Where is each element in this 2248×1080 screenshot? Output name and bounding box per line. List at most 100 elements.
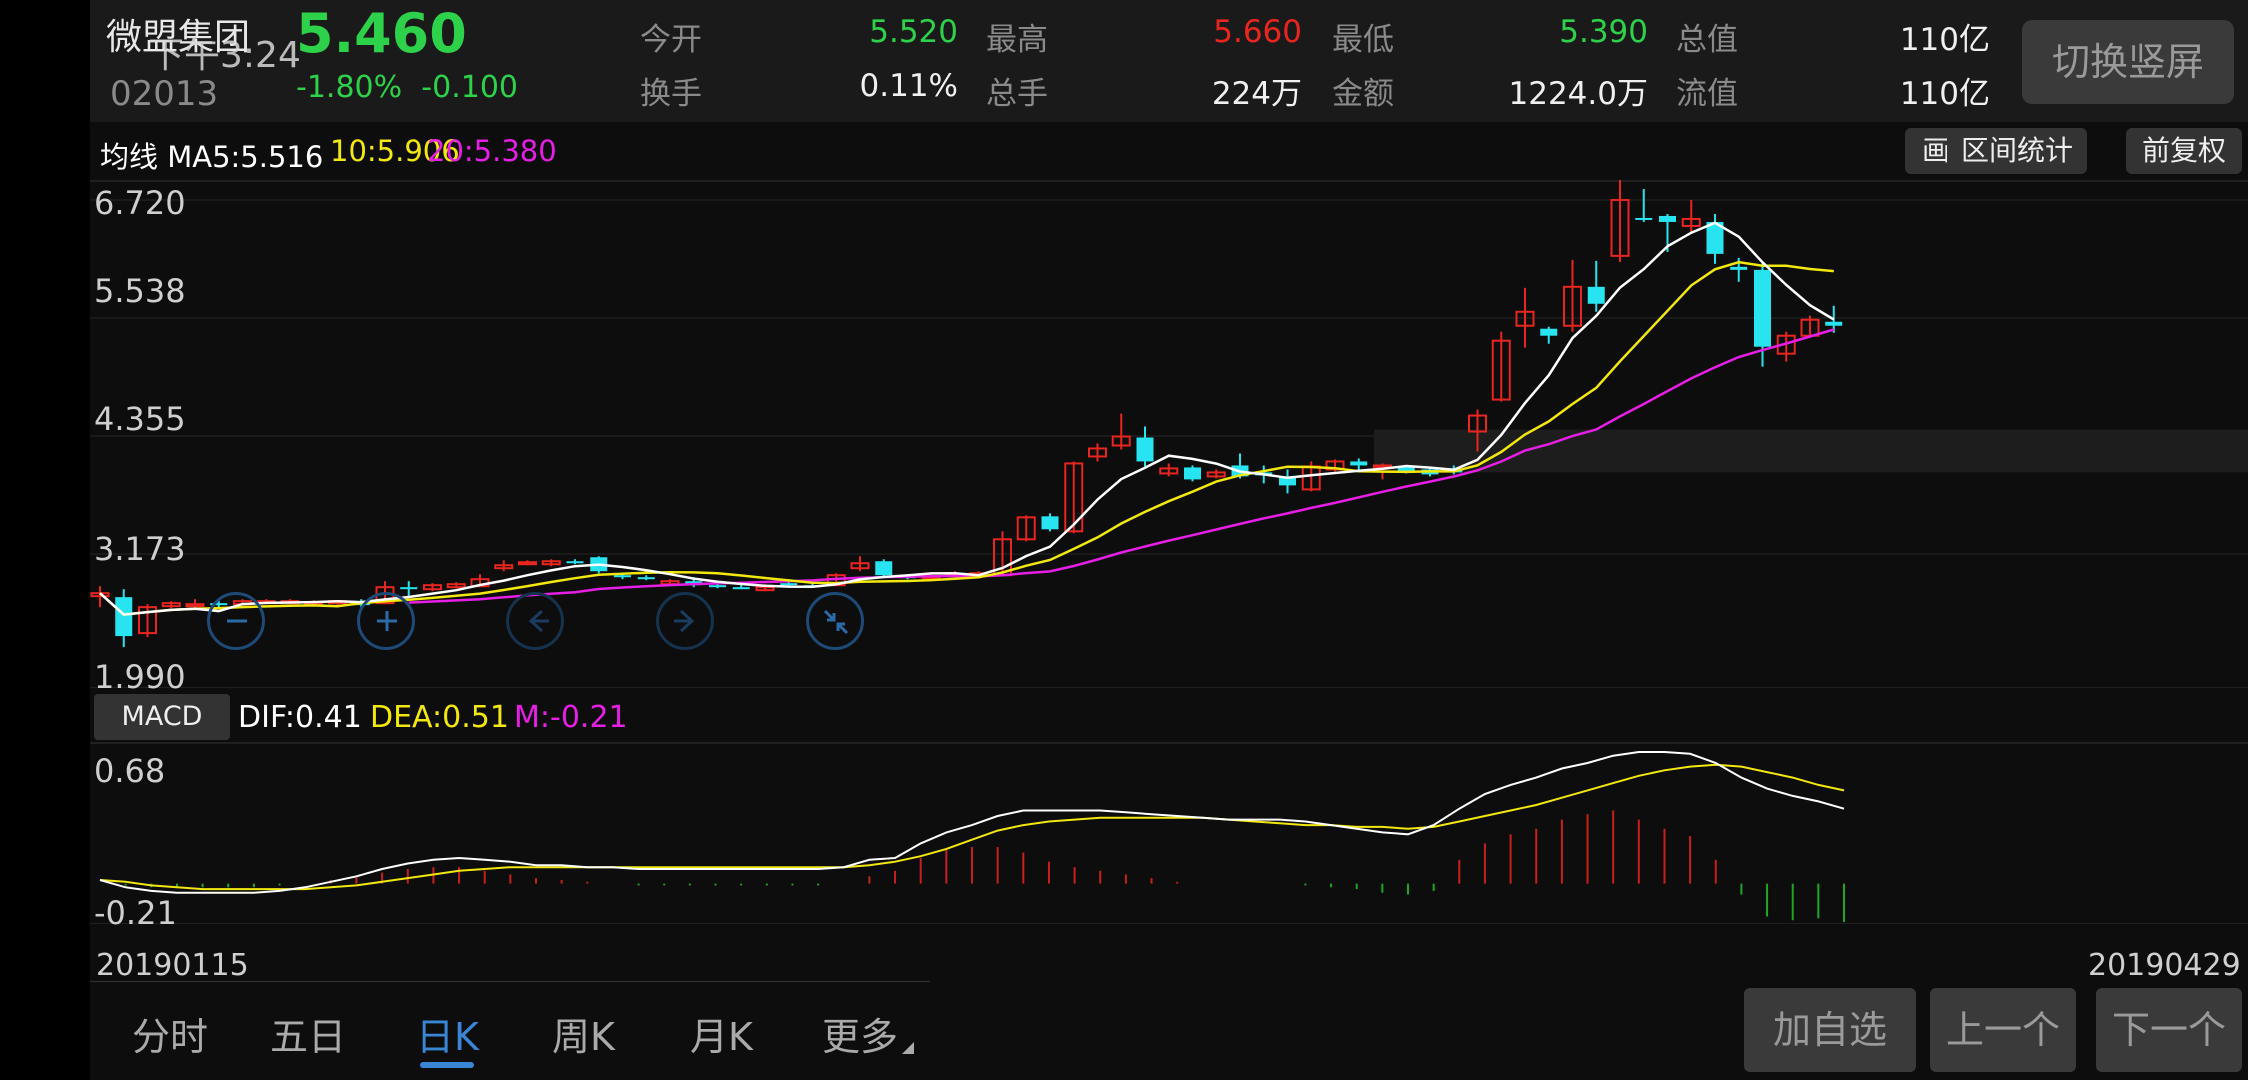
- candle-body: [161, 602, 181, 608]
- candle-body: [518, 561, 537, 566]
- candle-body: [709, 585, 726, 588]
- quote-header: 微盟集团 下午3:24 5.460 02013 -1.80% -0.100 今开…: [90, 0, 2248, 122]
- tabs-divider: [90, 981, 930, 982]
- stat-label: 最低: [1332, 22, 1394, 58]
- ma20-label: 20:5.380: [427, 134, 557, 168]
- candle-body: [1563, 285, 1582, 327]
- candle-body: [1397, 466, 1415, 472]
- price-axis-label: 4.355: [94, 400, 186, 438]
- stat-label: 金额: [1332, 76, 1394, 112]
- stat-value: 0.11%: [859, 68, 958, 104]
- ma-legend: 均线 MA5:5.516 10:5.906 20:5.380: [90, 124, 2248, 180]
- stock-name: 微盟集团: [106, 17, 251, 58]
- candle-body: [1515, 310, 1535, 327]
- candle-body: [1184, 467, 1201, 480]
- candle-body: [1373, 464, 1392, 469]
- previous-stock-button[interactable]: 上一个: [1930, 988, 2076, 1072]
- range-highlight: [1374, 429, 2248, 473]
- ma5-line: [99, 221, 1835, 616]
- ma5-label: 均线 MA5:5.516: [100, 140, 324, 174]
- stat-value: 5.520: [869, 14, 958, 50]
- tab-timeshare[interactable]: 分时: [132, 1015, 209, 1059]
- candle-body: [90, 592, 110, 598]
- dea-line: [99, 763, 1845, 891]
- candle-body: [138, 606, 157, 635]
- candle-body: [1064, 462, 1084, 533]
- candle-body: [1635, 217, 1653, 220]
- candle-body: [1136, 437, 1154, 462]
- candle-body: [755, 586, 775, 592]
- forward-adjust-button[interactable]: 前复权: [2126, 128, 2242, 174]
- time-overlay: 下午3:24: [148, 35, 301, 76]
- candle-body: [1159, 467, 1179, 475]
- pan-right-icon[interactable]: [656, 592, 714, 650]
- stat-label: 总值: [1676, 22, 1738, 58]
- switch-portrait-button[interactable]: 切换竖屏: [2022, 20, 2234, 104]
- candle-body: [1825, 321, 1843, 326]
- stat-label: 今开: [640, 22, 702, 58]
- tab-weekly-k[interactable]: 周K: [552, 1015, 615, 1059]
- zoom-in-icon[interactable]: [357, 592, 415, 650]
- shrink-icon[interactable]: [806, 592, 864, 650]
- macd-indicator-button[interactable]: MACD: [94, 694, 230, 740]
- add-watchlist-button[interactable]: 加自选: [1744, 988, 1916, 1072]
- stat-value: 5.660: [1213, 14, 1302, 50]
- candle-body: [1587, 286, 1605, 304]
- stock-code: 02013: [110, 74, 219, 114]
- tab-more[interactable]: 更多: [822, 1015, 899, 1059]
- current-price: 5.460: [296, 2, 467, 65]
- interval-stats-button[interactable]: 区间统计: [1947, 128, 2087, 174]
- end-date: 20190429: [2088, 948, 2241, 983]
- price-axis-label: 3.173: [94, 530, 186, 568]
- tab-monthly-k[interactable]: 月K: [690, 1015, 753, 1059]
- candle-body: [115, 597, 133, 637]
- candle-body: [1540, 328, 1558, 336]
- stat-label: 最高: [986, 22, 1048, 58]
- active-tab-indicator: [420, 1062, 474, 1068]
- candle-body: [446, 583, 466, 589]
- candle-body: [1659, 215, 1676, 222]
- candle-body: [1730, 266, 1748, 270]
- pan-left-icon[interactable]: [506, 592, 564, 650]
- price-axis-label: 1.990: [94, 658, 186, 696]
- stat-label: 换手: [640, 76, 702, 112]
- candle-body: [1610, 199, 1630, 257]
- candle-body: [1088, 447, 1107, 458]
- candle-body: [1468, 414, 1487, 433]
- price-axis-label: 5.538: [94, 272, 186, 310]
- next-stock-button[interactable]: 下一个: [2096, 988, 2242, 1072]
- stat-value: 224万: [1211, 76, 1302, 112]
- change-percent: -1.80%: [296, 70, 403, 105]
- stat-value: 110亿: [1899, 22, 1990, 58]
- candle-body: [1041, 516, 1059, 530]
- candle-body: [494, 564, 514, 570]
- ma20-line: [408, 328, 1835, 604]
- candle-body: [541, 560, 561, 566]
- tab-daily-k[interactable]: 日K: [416, 1015, 479, 1059]
- candle-body: [1350, 461, 1368, 466]
- candle-body: [1754, 269, 1771, 347]
- macd-chart[interactable]: [90, 742, 2248, 924]
- candle-body: [780, 583, 798, 586]
- start-date: 20190115: [96, 948, 249, 983]
- ma10-label: 10:5.906: [330, 134, 460, 168]
- candle-body: [1681, 217, 1701, 227]
- macd-dif: DIF:0.41: [238, 700, 362, 735]
- stat-value: 5.390: [1559, 14, 1648, 50]
- candle-body: [1491, 339, 1511, 401]
- more-dropdown-icon: [902, 1042, 914, 1054]
- candle-body: [1111, 435, 1131, 447]
- macd-dea: DEA:0.51: [370, 700, 509, 735]
- candle-body: [1206, 471, 1226, 478]
- stat-value: 110亿: [1899, 76, 1990, 112]
- candle-body: [400, 587, 418, 590]
- tab-five-day[interactable]: 五日: [270, 1015, 347, 1059]
- macd-axis-top: 0.68: [94, 752, 166, 790]
- candle-body: [1279, 476, 1296, 486]
- price-axis-label: 6.720: [94, 184, 186, 222]
- stat-label: 总手: [986, 76, 1048, 112]
- candle-body: [1706, 221, 1724, 254]
- zoom-out-icon[interactable]: [207, 592, 265, 650]
- change-amount: -0.100: [421, 70, 518, 105]
- stock-app: 微盟集团 下午3:24 5.460 02013 -1.80% -0.100 今开…: [90, 0, 2248, 1080]
